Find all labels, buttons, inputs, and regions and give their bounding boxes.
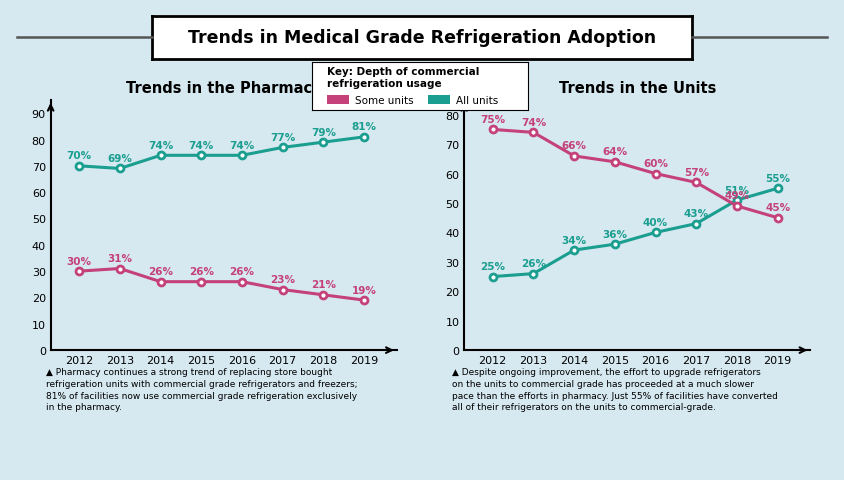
Text: 70%: 70% [67, 151, 92, 161]
Text: 51%: 51% [724, 185, 749, 195]
Text: 34%: 34% [561, 235, 587, 245]
Text: 57%: 57% [684, 168, 709, 178]
Text: 74%: 74% [189, 141, 214, 150]
Text: 60%: 60% [643, 159, 668, 168]
Text: 36%: 36% [603, 229, 627, 239]
Text: 23%: 23% [270, 275, 295, 285]
Text: 77%: 77% [270, 132, 295, 143]
Text: 40%: 40% [643, 217, 668, 228]
Text: 26%: 26% [148, 266, 173, 276]
Text: 25%: 25% [480, 262, 506, 272]
Text: 69%: 69% [107, 154, 133, 164]
Text: Some units: Some units [355, 96, 414, 106]
Text: 31%: 31% [107, 253, 133, 264]
Text: 55%: 55% [766, 173, 790, 183]
Text: 21%: 21% [311, 280, 336, 290]
Title: Trends in the Units: Trends in the Units [559, 81, 716, 96]
Text: 26%: 26% [521, 259, 546, 268]
Text: 75%: 75% [480, 115, 506, 125]
Text: 26%: 26% [189, 266, 214, 276]
Text: 64%: 64% [603, 147, 627, 157]
Text: 49%: 49% [724, 191, 749, 201]
Text: 81%: 81% [352, 122, 376, 132]
Text: 74%: 74% [230, 141, 255, 150]
Text: Key: Depth of commercial
refrigeration usage: Key: Depth of commercial refrigeration u… [327, 67, 479, 89]
Text: 74%: 74% [148, 141, 173, 150]
Title: Trends in the Pharmacy: Trends in the Pharmacy [126, 81, 322, 96]
Text: 19%: 19% [352, 285, 376, 295]
Text: All units: All units [457, 96, 499, 106]
Text: 74%: 74% [521, 118, 546, 128]
Bar [429, 96, 450, 105]
Text: 30%: 30% [67, 256, 92, 266]
Text: 79%: 79% [311, 127, 336, 137]
Text: ▲ Despite ongoing improvement, the effort to upgrade refrigerators
on the units : ▲ Despite ongoing improvement, the effor… [452, 367, 777, 411]
Text: ▲ Pharmacy continues a strong trend of replacing store bought
refrigeration unit: ▲ Pharmacy continues a strong trend of r… [46, 367, 358, 411]
Text: 66%: 66% [561, 141, 587, 151]
Text: 26%: 26% [230, 266, 255, 276]
Text: 43%: 43% [684, 209, 709, 218]
Text: Trends in Medical Grade Refrigeration Adoption: Trends in Medical Grade Refrigeration Ad… [188, 29, 656, 48]
Text: 45%: 45% [766, 203, 790, 213]
Bar [327, 96, 349, 105]
